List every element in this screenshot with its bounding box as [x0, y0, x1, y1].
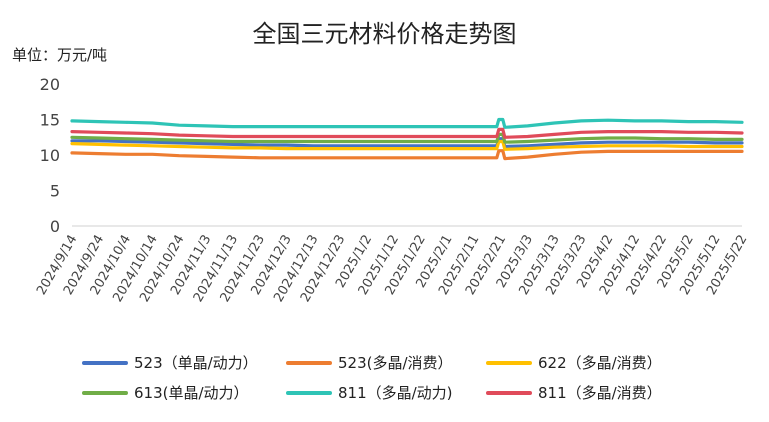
y-tick-label: 10	[40, 146, 60, 165]
unit-label: 单位：万元/吨	[12, 46, 108, 64]
y-tick-label: 5	[50, 182, 60, 201]
chart-title: 全国三元材料价格走势图	[252, 20, 517, 48]
series-line-4	[70, 117, 744, 129]
series-line-2	[70, 139, 744, 151]
series-line-0	[70, 137, 744, 149]
series-line-5	[70, 127, 744, 139]
y-tick-label: 0	[50, 217, 60, 236]
y-tick-label: 15	[40, 111, 60, 130]
series-line-3	[70, 132, 744, 144]
y-tick-label: 20	[40, 75, 60, 94]
series-line-1	[70, 149, 744, 161]
